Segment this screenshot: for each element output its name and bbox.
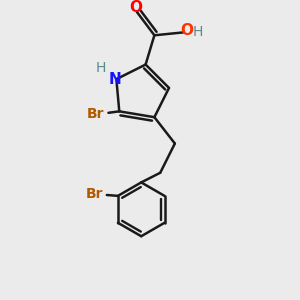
Text: Br: Br (87, 107, 105, 121)
Text: H: H (96, 61, 106, 75)
Text: O: O (180, 23, 193, 38)
Text: O: O (129, 0, 142, 15)
Text: H: H (193, 26, 203, 39)
Text: Br: Br (86, 188, 103, 201)
Text: N: N (109, 72, 121, 87)
